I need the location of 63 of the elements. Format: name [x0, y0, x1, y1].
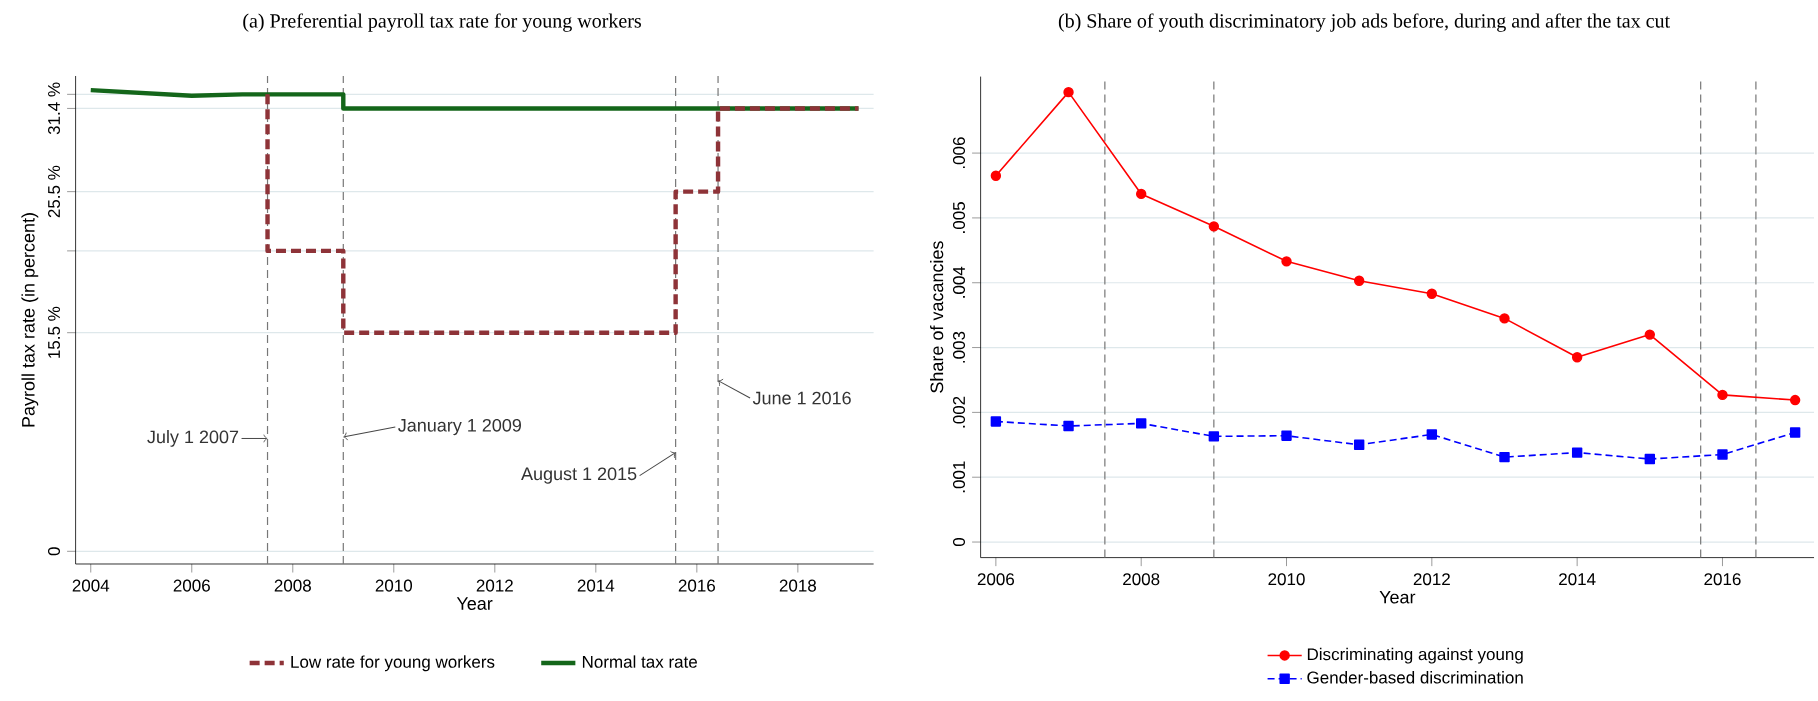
x-tick-label: 2016 [1704, 573, 1741, 586]
point [1426, 429, 1438, 440]
y-axis-title: Payroll tax rate (in percent) [21, 213, 39, 427]
point [1136, 188, 1147, 200]
point [1281, 430, 1292, 441]
point [1136, 418, 1147, 429]
x-axis-title: Year [1379, 590, 1416, 604]
y-tick-label: .006 [953, 137, 966, 169]
point [1571, 447, 1583, 458]
y-tick-label: 0 [48, 547, 61, 556]
point [1789, 427, 1801, 438]
annotation: June 1 2016 [752, 391, 851, 405]
point [1499, 313, 1510, 324]
point [1789, 394, 1801, 406]
point [990, 416, 1002, 427]
y-tick-label: 31.4 % [48, 82, 61, 135]
legend-label: Discriminating against young [1307, 647, 1523, 664]
x-tick-label: 2006 [977, 573, 1015, 586]
point [1208, 431, 1220, 442]
y-tick-label: 25.5 % [48, 165, 61, 218]
x-tick-label: 2010 [1268, 573, 1305, 586]
x-axis-title: Year [456, 597, 493, 610]
point [1499, 451, 1510, 463]
annotation: August 1 2015 [521, 467, 637, 484]
point [1644, 329, 1656, 340]
annotation: January 1 2009 [398, 418, 521, 436]
x-tick-label: 2016 [678, 579, 715, 592]
legend-label: Normal tax rate [582, 655, 697, 668]
legend-label: Gender-based discrimination [1307, 671, 1523, 684]
x-tick-label: 2012 [476, 579, 513, 592]
x-tick-label: 2018 [779, 579, 817, 592]
x-tick-label: 2012 [1413, 573, 1450, 586]
x-tick-label: 2004 [72, 579, 110, 592]
point [1063, 420, 1074, 432]
y-tick-label: .001 [953, 461, 966, 493]
point [1063, 86, 1074, 98]
point [1208, 221, 1220, 232]
legend-label: Low rate for young workers [291, 655, 495, 672]
point [1717, 389, 1728, 401]
point [990, 170, 1002, 181]
point [1426, 288, 1438, 299]
point [1717, 449, 1728, 460]
point [1571, 352, 1583, 363]
y-axis-title: Share of vacancies [930, 241, 944, 393]
x-tick-label: 2008 [274, 579, 311, 592]
y-tick-label: .004 [953, 266, 966, 298]
x-tick-label: 2006 [173, 579, 210, 592]
x-tick-label: 2010 [375, 579, 413, 592]
annotation: July 1 2007 [147, 430, 239, 447]
chart-title: (a) Preferential payroll tax rate for young workers [243, 13, 641, 32]
x-tick-label: 2014 [577, 579, 615, 592]
y-tick-label: .003 [953, 331, 966, 363]
y-tick-label: 0 [953, 537, 966, 547]
chart-title: (b) Share of youth discriminatory job ads before, during and after the tax cut [1058, 13, 1670, 32]
point [1353, 275, 1365, 286]
point [1353, 439, 1365, 450]
x-tick-label: 2014 [1559, 573, 1596, 586]
y-tick-label: 15.5 % [48, 306, 61, 358]
point [1644, 453, 1656, 465]
y-tick-label: .005 [953, 202, 966, 233]
x-tick-label: 2008 [1123, 573, 1160, 586]
point [1281, 256, 1292, 267]
y-tick-label: .002 [953, 396, 966, 428]
